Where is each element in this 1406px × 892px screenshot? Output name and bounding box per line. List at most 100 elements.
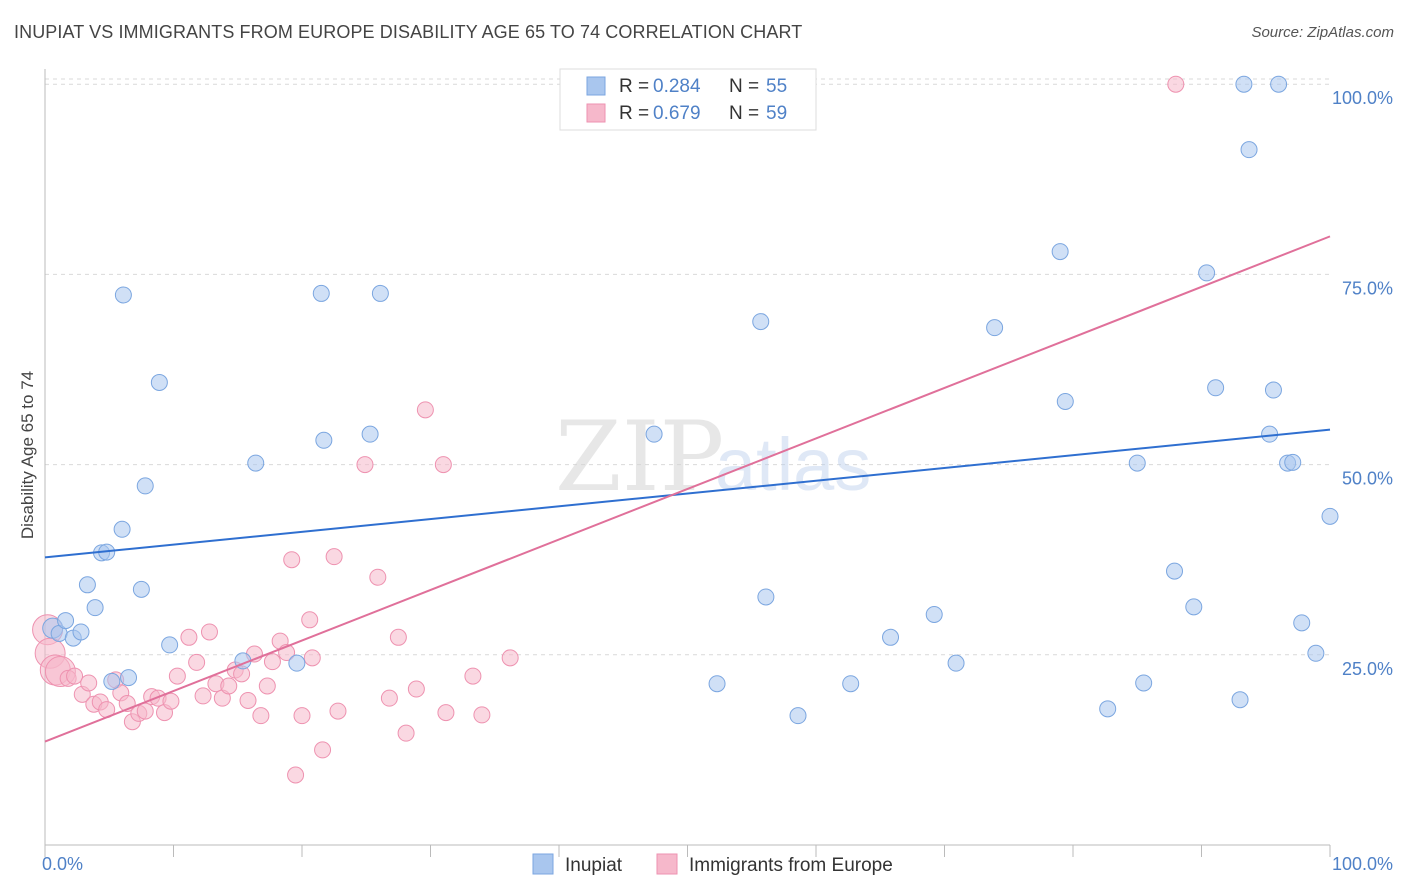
legend-swatch-inupiat (586, 76, 606, 96)
legend-n-label: N = (729, 76, 759, 97)
inupiat-point (1099, 700, 1117, 718)
inupiat-point (1307, 644, 1325, 662)
watermark-zip: ZIP (555, 401, 724, 513)
inupiat-point (120, 669, 138, 687)
inupiat-point (1240, 141, 1258, 159)
inupiat-point (288, 654, 306, 672)
europe-point (239, 691, 257, 709)
inupiat-point (708, 675, 726, 693)
inupiat-point (752, 313, 770, 331)
bottom-legend-label-europe: Immigrants from Europe (689, 855, 893, 876)
y-tick-label: 100.0% (1332, 88, 1393, 108)
x-tick-label-min: 0.0% (42, 854, 83, 874)
inupiat-point (986, 319, 1004, 337)
europe-point (293, 707, 311, 725)
legend-r-value: 0.679 (653, 103, 701, 124)
inupiat-point (882, 628, 900, 646)
europe-point (303, 649, 321, 667)
trendline-inupiat (44, 428, 1331, 559)
inupiat-point (113, 520, 131, 538)
europe-point (369, 568, 387, 586)
inupiat-point (947, 654, 965, 672)
inupiat-point (136, 477, 154, 495)
inupiat-point (1321, 507, 1339, 525)
legend-swatch-europe (586, 103, 606, 123)
correlation-legend: R = 0.284 N = 55 R = 0.679 N = 59 (559, 68, 817, 131)
trendline-europe (44, 235, 1331, 743)
series-immigrants-from-europe (32, 75, 1185, 784)
europe-point (200, 623, 218, 641)
europe-point (1167, 75, 1185, 93)
europe-point (263, 653, 281, 671)
europe-point (194, 687, 212, 705)
legend-r-label: R = (619, 76, 649, 97)
inupiat-point (757, 588, 775, 606)
inupiat-point (57, 612, 75, 630)
inupiat-point (1135, 674, 1153, 692)
europe-point (329, 702, 347, 720)
europe-point (252, 707, 270, 725)
inupiat-point (1056, 392, 1074, 410)
europe-point (356, 456, 374, 474)
axes (44, 69, 1331, 857)
inupiat-point (361, 425, 379, 443)
europe-point (136, 702, 154, 720)
legend-n-value: 59 (766, 103, 787, 124)
europe-point (380, 689, 398, 707)
inupiat-point (925, 605, 943, 623)
europe-point (437, 704, 455, 722)
inupiat-point (150, 373, 168, 391)
europe-point (220, 677, 238, 695)
series-inupiat (42, 73, 1339, 725)
inupiat-point (315, 431, 333, 449)
inupiat-point (1284, 453, 1302, 471)
europe-point (464, 667, 482, 685)
inupiat-point (1185, 598, 1203, 616)
source-credit: Source: ZipAtlas.com (1251, 24, 1394, 41)
y-tick-label: 25.0% (1342, 659, 1393, 679)
inupiat-point (78, 576, 96, 594)
tick-labels: 25.0% 50.0% 75.0% 100.0% 0.0% 100.0% (42, 88, 1393, 874)
bottom-legend-label-inupiat: Inupiat (565, 855, 623, 876)
legend-r-value: 0.284 (653, 76, 701, 97)
europe-point (407, 680, 425, 698)
inupiat-point (842, 675, 860, 693)
inupiat-point (86, 599, 104, 617)
inupiat-point (371, 284, 389, 302)
grid-lines (45, 78, 1330, 656)
inupiat-point (114, 286, 132, 304)
legend-r-label: R = (619, 103, 649, 124)
inupiat-point (103, 672, 121, 690)
inupiat-point (1231, 691, 1249, 709)
europe-point (188, 653, 206, 671)
europe-point (283, 551, 301, 569)
inupiat-point (1293, 614, 1311, 632)
inupiat-point (161, 636, 179, 654)
inupiat-point (247, 454, 265, 472)
europe-point (397, 724, 415, 742)
bottom-legend-swatch-inupiat (532, 853, 554, 875)
inupiat-point (1128, 454, 1146, 472)
europe-point (287, 766, 305, 784)
europe-point (168, 667, 186, 685)
y-tick-label: 50.0% (1342, 469, 1393, 489)
inupiat-point (1198, 264, 1216, 282)
y-tick-label: 75.0% (1342, 278, 1393, 298)
europe-point (162, 692, 180, 710)
series-legend: Inupiat Immigrants from Europe (532, 853, 893, 876)
europe-point (66, 667, 84, 685)
europe-point (80, 674, 98, 692)
europe-point (501, 649, 519, 667)
inupiat-point (645, 425, 663, 443)
europe-point (416, 401, 434, 419)
europe-point (180, 628, 198, 646)
bottom-legend-swatch-europe (656, 853, 678, 875)
chart-title: INUPIAT VS IMMIGRANTS FROM EUROPE DISABI… (14, 22, 803, 42)
watermark: ZIP atlas (555, 401, 871, 513)
inupiat-point (1051, 243, 1069, 261)
inupiat-point (789, 707, 807, 725)
inupiat-point (1207, 379, 1225, 397)
legend-n-value: 55 (766, 76, 787, 97)
x-tick-label-max: 100.0% (1332, 854, 1393, 874)
